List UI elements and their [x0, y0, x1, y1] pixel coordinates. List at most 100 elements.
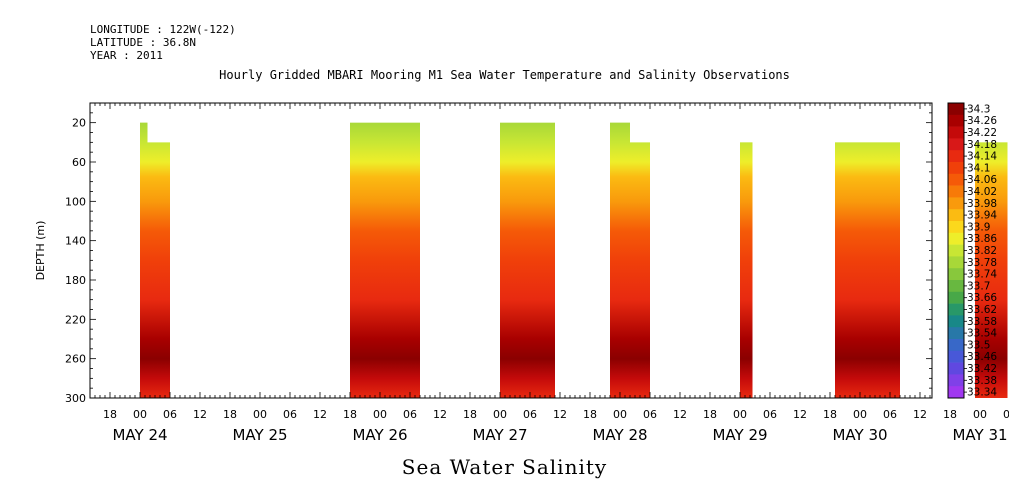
- colorbar-label: 34.14: [967, 151, 997, 163]
- colorbar-swatch: [948, 256, 964, 269]
- colorbar-label: 34.26: [967, 115, 997, 127]
- colorbar-label: 33.9: [967, 221, 990, 233]
- axes: 18 00 06 12 18 00 06 12 18 00 06 12 18 00 06 12 18 00 06 12…: [34, 102, 1009, 444]
- x-hour-tick-label: 00: [853, 408, 867, 421]
- colorbar-swatch: [948, 162, 964, 175]
- colorbar-swatch: [948, 209, 964, 222]
- x-date-label: MAY 29: [712, 426, 767, 444]
- colorbar-swatch: [948, 291, 964, 304]
- latitude-label: LATITUDE : 36.8N: [90, 36, 196, 49]
- colorbar-swatch: [948, 150, 964, 163]
- year-label: YEAR : 2011: [90, 49, 163, 62]
- colorbar-swatch: [948, 339, 964, 352]
- colorbar-swatch: [948, 315, 964, 328]
- data-segment-3: [500, 122, 555, 399]
- x-hour-tick-label: 00: [613, 408, 627, 421]
- data-segment-7: [975, 142, 1008, 398]
- colorbar-label: 33.58: [967, 316, 997, 328]
- x-hour-tick-label: 12: [913, 408, 927, 421]
- x-hour-tick-label: 18: [103, 408, 117, 421]
- x-hour-tick-label: 18: [223, 408, 237, 421]
- colorbar-label: 34.02: [967, 186, 997, 198]
- y-axis-title: DEPTH (m): [34, 221, 47, 281]
- colorbar-label: 33.94: [967, 210, 997, 222]
- y-tick-label: 20: [72, 117, 86, 130]
- x-hour-tick-label: 06: [163, 408, 177, 421]
- data-segment-5: [740, 142, 753, 398]
- y-tick-label: 180: [65, 274, 86, 287]
- x-hour-tick-label: 06: [523, 408, 537, 421]
- x-hour-tick-label: 18: [343, 408, 357, 421]
- colorbar: 34.334.2634.2234.1834.1434.134.0634.0233…: [947, 102, 997, 399]
- colorbar-swatch: [948, 126, 964, 139]
- x-hour-tick-label: 06: [883, 408, 897, 421]
- y-tick-label: 60: [72, 156, 86, 169]
- x-hour-tick-label: 18: [583, 408, 597, 421]
- x-hour-tick-label: 00: [253, 408, 267, 421]
- colorbar-label: 33.82: [967, 245, 997, 257]
- colorbar-label: 34.06: [967, 174, 997, 186]
- colorbar-label: 33.98: [967, 198, 997, 210]
- y-tick-label: 100: [65, 195, 86, 208]
- x-date-label: MAY 24: [112, 426, 167, 444]
- colorbar-swatch: [948, 232, 964, 245]
- data-segment-4: [610, 122, 650, 399]
- colorbar-label: 33.62: [967, 304, 997, 316]
- x-hour-tick-label: 00: [133, 408, 147, 421]
- x-hour-tick-label: 18: [703, 408, 717, 421]
- x-hour-tick-label: 00: [733, 408, 747, 421]
- colorbar-swatch: [948, 327, 964, 340]
- x-hour-tick-label: 12: [193, 408, 207, 421]
- colorbar-swatch: [948, 362, 964, 375]
- colorbar-label: 34.3: [967, 103, 990, 115]
- colorbar-label: 33.34: [967, 387, 997, 399]
- x-hour-tick-label: 00: [493, 408, 507, 421]
- x-hour-tick-label: 12: [793, 408, 807, 421]
- x-hour-tick-label: 06: [643, 408, 657, 421]
- x-hour-tick-label: 00: [973, 408, 987, 421]
- colorbar-label: 33.74: [967, 269, 997, 281]
- colorbar-label: 33.78: [967, 257, 997, 269]
- colorbar-label: 33.46: [967, 351, 997, 363]
- colorbar-swatch: [948, 221, 964, 234]
- x-date-label: MAY 25: [232, 426, 287, 444]
- colorbar-swatch: [948, 103, 964, 116]
- colorbar-swatch: [948, 280, 964, 293]
- x-hour-tick-label: 12: [673, 408, 687, 421]
- colorbar-swatch: [948, 350, 964, 363]
- colorbar-label: 33.54: [967, 328, 997, 340]
- colorbar-label: 33.5: [967, 339, 990, 351]
- x-hour-tick-label: 12: [313, 408, 327, 421]
- colorbar-swatch: [948, 244, 964, 257]
- x-hour-tick-label: 12: [433, 408, 447, 421]
- y-tick-label: 140: [65, 235, 86, 248]
- colorbar-swatch: [948, 386, 964, 399]
- x-date-label: MAY 27: [472, 426, 527, 444]
- data-segment-2: [350, 122, 420, 399]
- data-segment-1: [140, 122, 170, 399]
- x-hour-tick-label: 06: [763, 408, 777, 421]
- colorbar-label: 33.38: [967, 375, 997, 387]
- x-date-label: MAY 31: [952, 426, 1007, 444]
- x-hour-tick-label: 06: [283, 408, 297, 421]
- colorbar-swatch: [948, 303, 964, 316]
- y-tick-label: 220: [65, 313, 86, 326]
- colorbar-label: 34.1: [967, 162, 990, 174]
- x-hour-tick-label: 12: [553, 408, 567, 421]
- x-hour-tick-label: 18: [463, 408, 477, 421]
- colorbar-swatch: [948, 268, 964, 281]
- colorbar-swatch: [948, 197, 964, 210]
- colorbar-label: 33.7: [967, 280, 990, 292]
- colorbar-swatch: [948, 374, 964, 387]
- x-hour-tick-label: 06: [403, 408, 417, 421]
- colorbar-label: 34.22: [967, 127, 997, 139]
- x-date-label: MAY 30: [832, 426, 887, 444]
- x-hour-tick-label: 00: [373, 408, 387, 421]
- x-axis-title: Sea Water Salinity: [401, 455, 608, 479]
- x-hour-tick-label: 18: [823, 408, 837, 421]
- x-hour-tick-label: 18: [943, 408, 957, 421]
- colorbar-swatch: [948, 173, 964, 186]
- colorbar-label: 34.18: [967, 139, 997, 151]
- longitude-label: LONGITUDE : 122W(-122): [90, 23, 236, 36]
